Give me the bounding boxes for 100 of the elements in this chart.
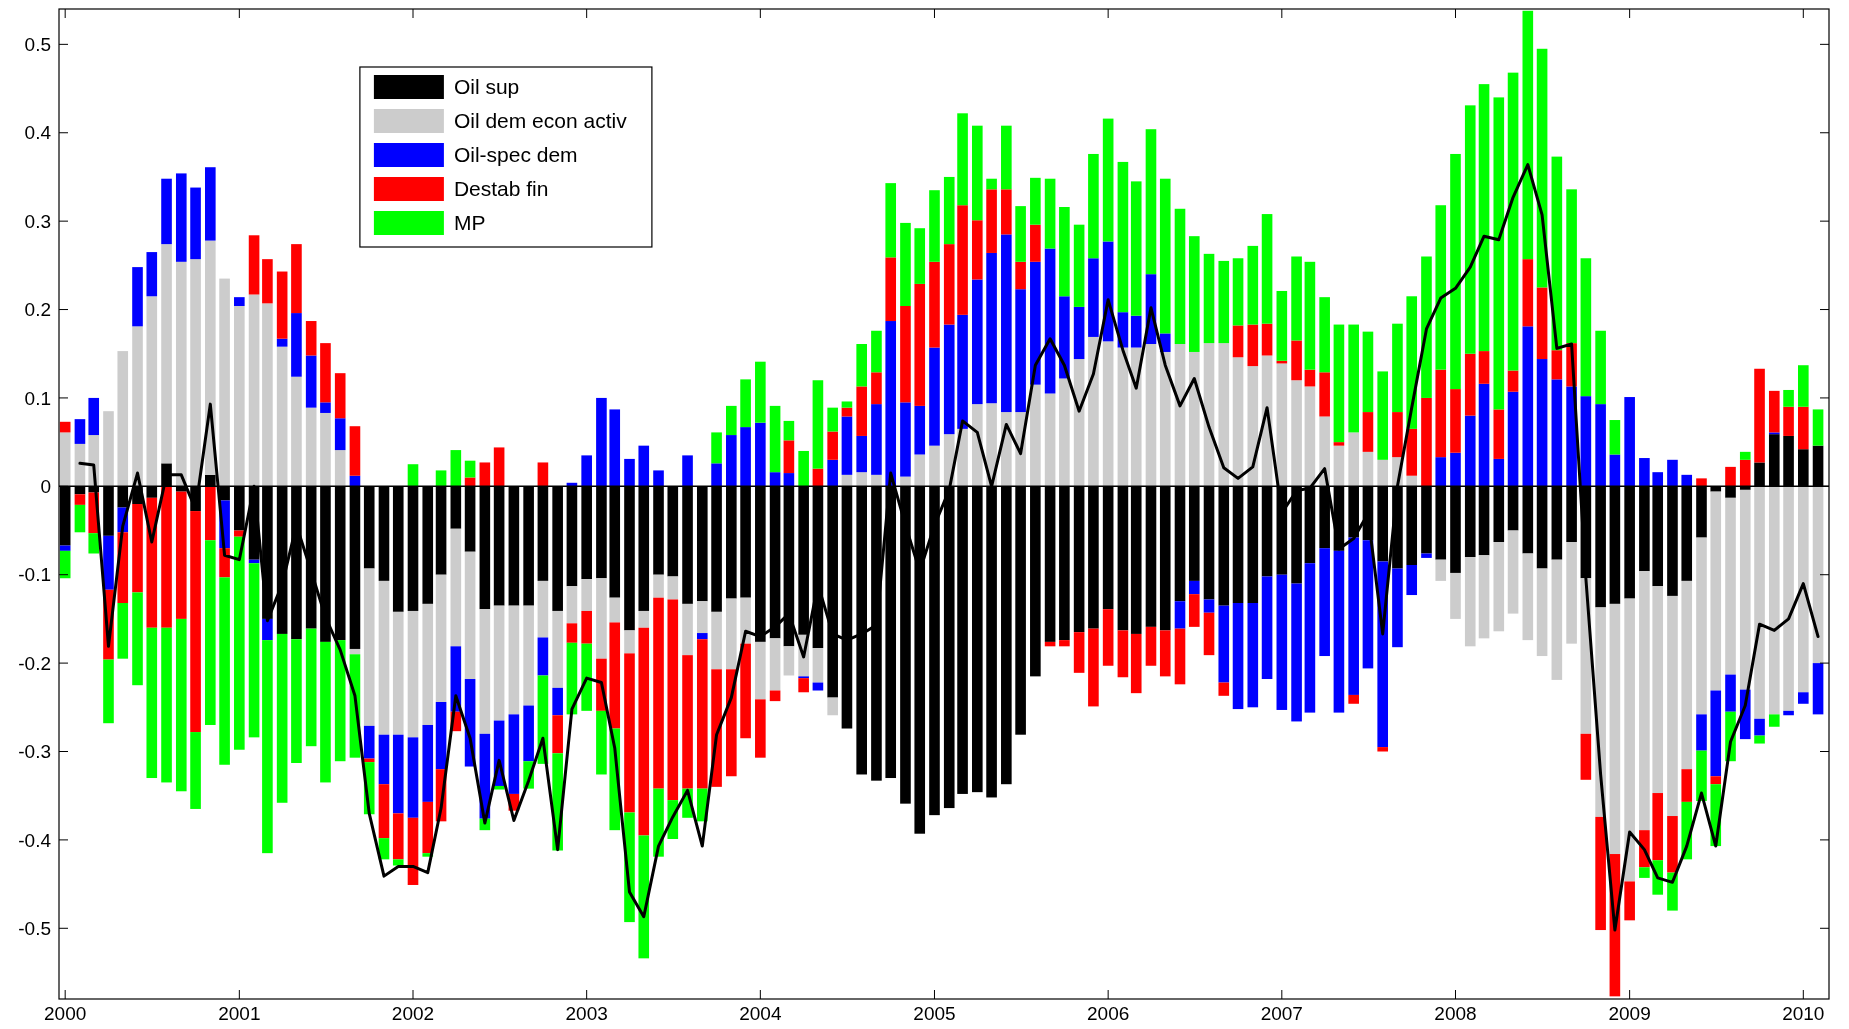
bar	[1333, 442, 1345, 446]
bar	[972, 279, 983, 405]
bar	[1435, 369, 1447, 458]
bar	[696, 633, 708, 640]
bar	[1551, 350, 1563, 380]
bar	[1392, 568, 1403, 648]
bar	[1362, 540, 1374, 669]
bar	[638, 445, 650, 487]
bar	[1536, 359, 1548, 487]
bar	[1551, 379, 1563, 487]
y-tick-label: 0.1	[24, 387, 51, 409]
bar	[1566, 542, 1577, 644]
bar	[1493, 97, 1505, 410]
bar	[581, 455, 592, 487]
bar	[1145, 129, 1157, 275]
y-tick-label: -0.3	[18, 741, 51, 763]
bar	[523, 605, 534, 706]
bar	[146, 252, 158, 297]
bar	[493, 785, 505, 790]
bar	[1044, 393, 1056, 487]
bar	[929, 445, 940, 487]
bar	[856, 344, 867, 387]
bar	[1232, 357, 1244, 487]
bar	[175, 173, 187, 262]
bar	[1059, 640, 1070, 647]
bar	[334, 418, 346, 451]
legend-label: Oil sup	[453, 75, 520, 99]
bar	[1639, 458, 1650, 487]
bar	[1001, 234, 1012, 413]
y-tick-label: -0.1	[18, 564, 51, 586]
bar	[1754, 735, 1765, 744]
bar	[1130, 181, 1142, 316]
bar	[161, 178, 172, 245]
bar	[1188, 594, 1200, 627]
bar	[1450, 389, 1461, 453]
legend-label: Oil-spec dem	[453, 143, 578, 167]
bar	[783, 646, 795, 676]
bar	[1102, 118, 1114, 242]
x-tick-label: 2003	[565, 1003, 608, 1024]
bar	[74, 494, 86, 505]
bar	[986, 189, 997, 253]
bar	[929, 190, 940, 262]
bar	[1710, 776, 1722, 785]
bar	[667, 576, 679, 600]
bar	[769, 472, 781, 487]
bar	[1739, 489, 1751, 690]
bar	[755, 361, 766, 423]
bar	[334, 640, 346, 762]
bar	[1247, 245, 1259, 325]
x-tick-label: 2006	[1087, 1003, 1130, 1024]
bar	[1088, 628, 1099, 707]
bar	[450, 450, 462, 487]
bar	[1522, 326, 1534, 487]
bar	[320, 641, 331, 783]
y-tick-label: -0.5	[18, 917, 51, 939]
bar	[248, 563, 260, 738]
bar	[1421, 553, 1432, 558]
bar	[1392, 412, 1403, 458]
bar	[1319, 372, 1330, 417]
y-tick-label: -0.4	[18, 829, 52, 851]
bar	[1188, 580, 1200, 595]
bar	[1333, 324, 1345, 443]
bar	[1639, 571, 1650, 831]
bar	[1754, 718, 1765, 736]
bar	[1725, 497, 1736, 675]
bar	[638, 627, 650, 836]
bar	[305, 628, 317, 747]
bar	[262, 640, 273, 854]
bar	[812, 380, 824, 469]
bar	[190, 259, 201, 487]
bar	[1812, 409, 1824, 446]
bar	[363, 725, 375, 759]
bar	[537, 580, 549, 638]
bar	[161, 244, 172, 464]
x-tick-label: 2008	[1434, 1003, 1477, 1024]
bar	[1218, 343, 1230, 487]
bar	[1377, 747, 1388, 752]
bar	[59, 432, 71, 487]
bar	[1507, 530, 1519, 614]
bar	[422, 724, 434, 802]
bar	[1493, 409, 1505, 459]
bar	[1333, 445, 1345, 487]
bar	[1218, 605, 1230, 683]
bar	[798, 678, 809, 693]
x-tick-label: 2010	[1782, 1003, 1825, 1024]
bar	[1102, 341, 1114, 487]
bar	[581, 610, 592, 644]
bar	[1696, 478, 1707, 487]
bar	[1421, 397, 1432, 487]
bar	[1276, 574, 1288, 710]
bar	[1232, 325, 1244, 358]
bar	[291, 376, 302, 487]
bar	[1624, 397, 1635, 487]
bar	[1798, 406, 1809, 450]
bar	[88, 533, 100, 554]
bar	[1739, 459, 1751, 487]
bar	[1768, 486, 1780, 715]
bar	[1406, 564, 1418, 596]
bar	[1348, 324, 1359, 433]
y-tick-label: 0	[40, 475, 51, 497]
